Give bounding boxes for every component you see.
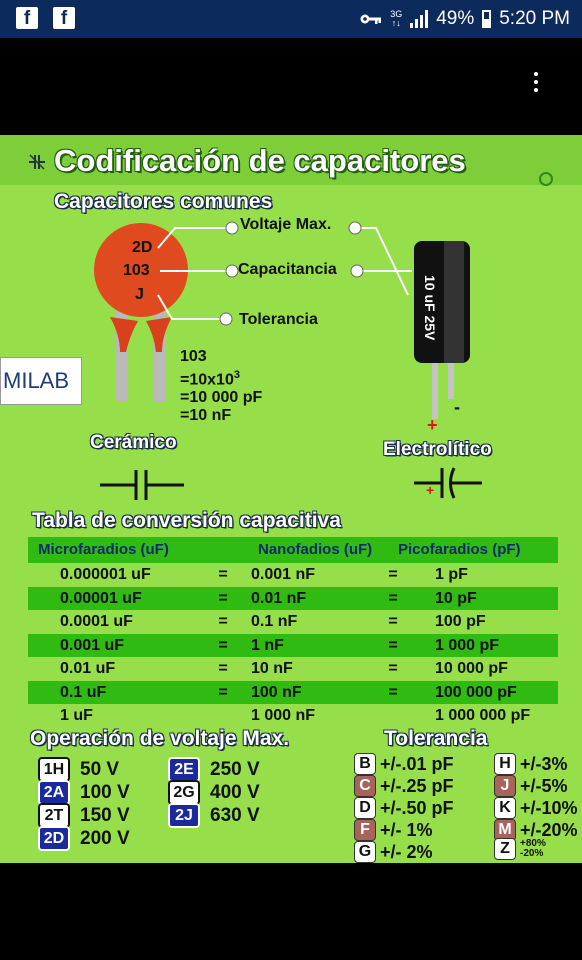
voltage-title: Operación de voltaje Max. xyxy=(30,727,290,750)
electrolytic-capacitor-illustration xyxy=(414,241,470,419)
voltage-row: 2D 200 V xyxy=(38,826,130,851)
vpn-key-icon xyxy=(360,14,382,24)
tolerance-row: F +/- 1% xyxy=(354,819,433,841)
battery-icon xyxy=(482,10,492,28)
milab-logo: MILAB xyxy=(0,357,82,405)
code-103: 103 xyxy=(123,262,150,279)
label-tolerance: Tolerancia xyxy=(239,311,318,328)
table-row: 0.001 uF = 1 nF = 1 000 pF xyxy=(28,633,558,657)
ceramic-symbol-icon xyxy=(100,470,184,500)
voltage-row: 2T 150 V xyxy=(38,803,130,828)
electrolytic-label: Electrolítico xyxy=(383,439,492,460)
tolerance-row: D +/-.50 pF xyxy=(354,797,454,819)
table-row: 0.000001 uF = 0.001 nF = 1 pF xyxy=(60,566,468,583)
network-3g-icon: 3G ↑↓ xyxy=(390,9,403,28)
voltage-row: 2J 630 V xyxy=(168,803,260,828)
ceramic-label: Cerámico xyxy=(90,432,177,453)
code-j: J xyxy=(135,286,144,303)
table-row: 0.0001 uF = 0.1 nF = 100 pF xyxy=(60,613,486,630)
voltage-row: 1H 50 V xyxy=(38,757,119,782)
tolerance-row: M +/-20% xyxy=(494,819,578,841)
infographic-image: Codificación de capacitores Capacitores … xyxy=(0,135,582,863)
title-banner xyxy=(0,135,582,185)
minus-sign: - xyxy=(454,397,460,417)
tolerance-title: Tolerancia xyxy=(384,727,488,750)
table-row: 0.01 uF = 10 nF = 10 000 pF xyxy=(60,660,508,677)
label-connectors xyxy=(157,221,412,326)
tolerance-row: G +/- 2% xyxy=(354,841,433,863)
table-header: Microfaradios (uF) Nanofadios (uF) Picof… xyxy=(28,537,558,563)
plus-sign: + xyxy=(427,415,438,435)
table-row: 1 uF 1 000 nF 1 000 000 pF xyxy=(60,707,531,724)
section-title-common: Capacitores comunes xyxy=(54,190,273,213)
ceramic-capacitor-illustration xyxy=(94,223,188,402)
voltage-row: 2A 100 V xyxy=(38,780,130,805)
more-options-icon[interactable] xyxy=(534,72,538,96)
tolerance-row: J +/-5% xyxy=(494,775,568,797)
calc-block: 103 =10x103 =10 000 pF =10 nF xyxy=(180,348,263,425)
electrolytic-marking: 10 uF 25V xyxy=(422,275,438,341)
tolerance-row: Z +80% -20% xyxy=(494,838,546,860)
voltage-row: 2E 250 V xyxy=(168,757,260,782)
facebook-notification-icon: f xyxy=(16,7,38,29)
electrolytic-symbol-icon: + xyxy=(414,467,482,499)
tolerance-row: K +/-10% xyxy=(494,797,578,819)
battery-percent: 49% xyxy=(436,8,475,29)
table-row: 0.00001 uF = 0.01 nF = 10 pF xyxy=(28,586,558,610)
conversion-table: Microfaradios (uF) Nanofadios (uF) Picof… xyxy=(28,537,558,728)
circuit-decoration-icon xyxy=(539,172,553,186)
svg-text:+: + xyxy=(426,482,434,498)
tolerance-row: C +/-.25 pF xyxy=(354,775,454,797)
table-title: Tabla de conversión capacitiva xyxy=(32,509,341,532)
tolerance-row: H +/-3% xyxy=(494,753,568,775)
facebook-notification-icon: f xyxy=(53,7,75,29)
page-title: Codificación de capacitores xyxy=(54,143,466,178)
signal-icon xyxy=(410,10,429,28)
code-2d: 2D xyxy=(132,239,153,256)
tolerance-row: B +/-.01 pF xyxy=(354,753,454,775)
capacitor-symbol-icon xyxy=(29,154,45,170)
label-voltage: Voltaje Max. xyxy=(240,216,332,233)
clock: 5:20 PM xyxy=(499,8,570,29)
table-row: 0.1 uF = 100 nF = 100 000 pF xyxy=(28,680,558,704)
label-capacitance: Capacitancia xyxy=(238,261,337,278)
voltage-row: 2G 400 V xyxy=(168,780,260,805)
status-bar: f f 3G ↑↓ 49% 5:20 PM xyxy=(0,0,582,38)
